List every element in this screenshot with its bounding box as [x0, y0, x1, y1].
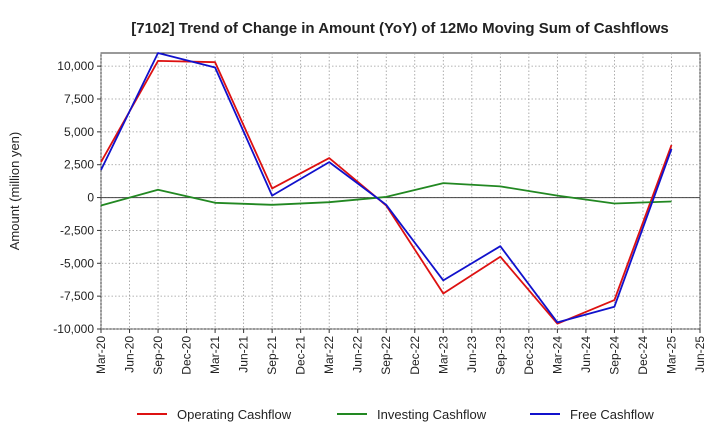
series-line-investing-cashflow	[100, 182, 672, 207]
y-tick-label: -10,000	[53, 322, 94, 336]
x-tick-label: Jun-25	[693, 336, 707, 373]
grid-lines	[100, 53, 701, 330]
x-tick-label: Dec-23	[522, 336, 536, 375]
y-tick-label: 0	[87, 191, 94, 205]
x-tick-label: Sep-23	[493, 336, 507, 375]
x-tick-label: Jun-22	[351, 336, 365, 373]
x-tick-label: Sep-24	[607, 336, 621, 375]
legend-item-operating-cashflow: Operating Cashflow	[137, 407, 292, 422]
x-tick-label: Mar-20	[94, 336, 108, 374]
legend-item-free-cashflow: Free Cashflow	[530, 407, 654, 422]
x-tick-label: Jun-23	[465, 336, 479, 373]
x-tick-label: Dec-24	[636, 336, 650, 375]
y-tick-label: 10,000	[57, 59, 94, 73]
y-tick-label: -7,500	[60, 289, 94, 303]
plot-area	[100, 52, 701, 330]
legend-label: Free Cashflow	[570, 407, 654, 422]
x-tick-label: Mar-23	[436, 336, 450, 374]
x-tick-label: Mar-24	[550, 336, 564, 374]
series-lines	[100, 52, 673, 325]
y-axis-label: Amount (million yen)	[7, 132, 22, 251]
legend: Operating Cashflow Investing Cashflow Free…	[137, 407, 654, 422]
y-tick-label: 2,500	[64, 158, 94, 172]
legend-label: Operating Cashflow	[177, 407, 292, 422]
chart-title: [7102] Trend of Change in Amount (YoY) o…	[131, 20, 669, 37]
x-tick-label: Jun-20	[123, 336, 137, 373]
y-tick-label: 5,000	[64, 125, 94, 139]
y-axis-ticks: 10,000 7,500 5,000 2,500 0 -2,500 -5,000 -7,500…	[53, 59, 101, 336]
plot-frame	[100, 52, 701, 330]
x-tick-label: Jun-21	[237, 336, 251, 373]
x-tick-label: Sep-21	[265, 336, 279, 375]
series-line-free-cashflow	[100, 52, 673, 324]
x-tick-label: Mar-21	[208, 336, 222, 374]
x-axis-ticks: Mar-20 Jun-20 Sep-20 Dec-20 Mar-21 Jun-21 Sep-…	[94, 329, 707, 375]
x-tick-label: Jun-24	[579, 336, 593, 373]
x-tick-label: Dec-21	[294, 336, 308, 375]
y-tick-label: -2,500	[60, 223, 94, 237]
legend-item-investing-cashflow: Investing Cashflow	[337, 407, 487, 422]
legend-label: Investing Cashflow	[377, 407, 487, 422]
x-tick-label: Sep-22	[379, 336, 393, 375]
x-tick-label: Dec-22	[408, 336, 422, 375]
y-tick-label: 7,500	[64, 92, 94, 106]
x-tick-label: Sep-20	[151, 336, 165, 375]
x-tick-label: Mar-22	[322, 336, 336, 374]
x-tick-label: Mar-25	[665, 336, 679, 374]
y-tick-label: -5,000	[60, 256, 94, 270]
x-tick-label: Dec-20	[180, 336, 194, 375]
